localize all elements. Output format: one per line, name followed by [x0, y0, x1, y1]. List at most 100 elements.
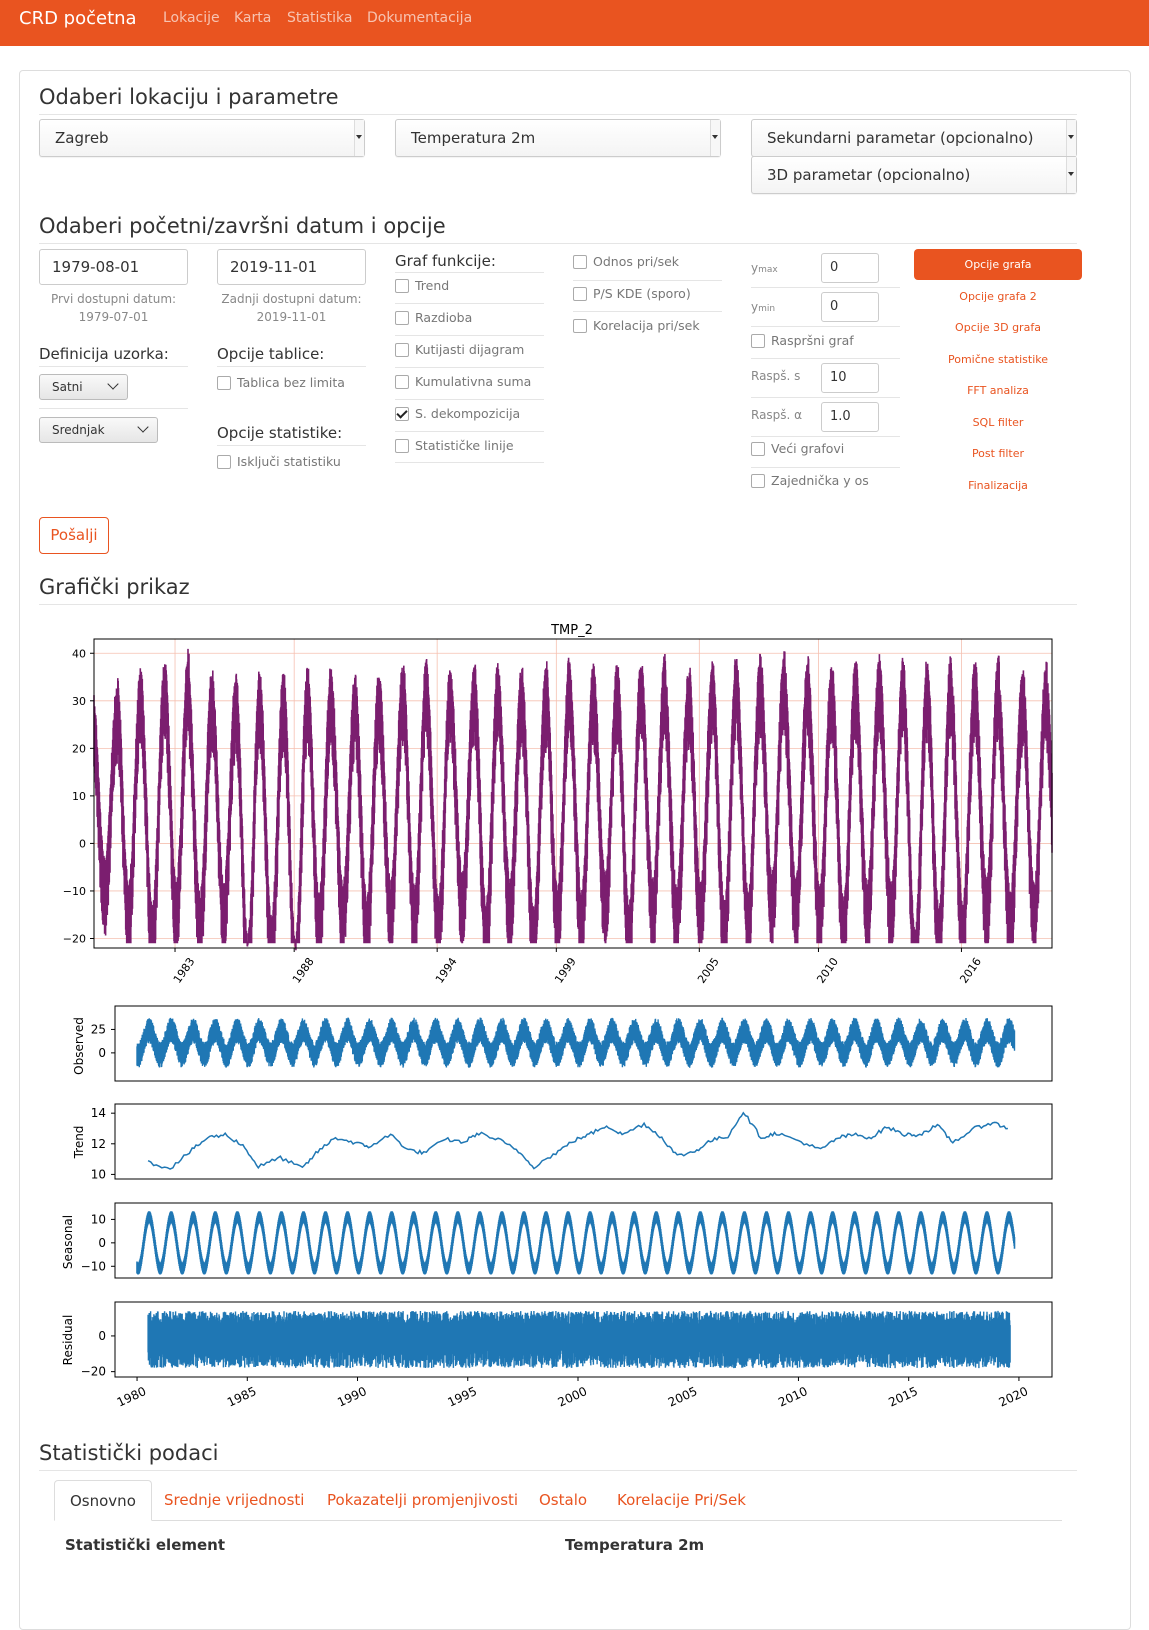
checkbox-box[interactable] — [395, 439, 409, 453]
divider — [751, 436, 900, 437]
nav-link-lokacije[interactable]: Lokacije — [163, 10, 220, 26]
divider — [217, 366, 366, 367]
main-chart-frame — [93, 638, 1053, 949]
x-tick-label: 2020 — [997, 1384, 1031, 1410]
navbar-brand[interactable]: CRD početna — [19, 8, 137, 29]
checkbox-box[interactable] — [751, 474, 765, 488]
divider — [751, 397, 900, 398]
checkbox-box[interactable] — [395, 279, 409, 293]
y-tick-label: 12 — [91, 1137, 106, 1151]
checkbox-box[interactable] — [573, 255, 587, 269]
divider — [39, 114, 1077, 115]
divider — [395, 399, 544, 400]
date-section-title: Odaberi početni/završni datum i opcije — [39, 214, 446, 238]
first-available-label: Prvi dostupni datum: — [50, 292, 177, 306]
y-tick-label: −20 — [63, 932, 86, 945]
ymax-input[interactable]: 0 — [821, 253, 879, 283]
trend-series-line — [147, 1111, 1008, 1170]
y-tick-label: 25 — [91, 1022, 106, 1036]
primary-param-select[interactable]: Temperatura 2m — [395, 119, 721, 157]
checkbox-label: Statističke linije — [415, 438, 514, 453]
checkbox-label: Zajednička y os — [771, 473, 869, 488]
ymin-input[interactable]: 0 — [821, 292, 879, 322]
fft-analysis-link[interactable]: FFT analiza — [967, 384, 1029, 397]
secondary-param-select[interactable]: Sekundarni parametar (opcionalno) — [751, 119, 1077, 157]
checkbox-label: Korelacija pri/sek — [593, 318, 700, 333]
nav-link-karta[interactable]: Karta — [234, 10, 272, 26]
x-tick-label: 2016 — [957, 955, 984, 985]
start-date-input[interactable]: 1979-08-01 — [39, 249, 188, 285]
primary-param-value: Temperatura 2m — [411, 129, 536, 147]
scatter-s-input[interactable]: 10 — [821, 363, 879, 393]
first-available-value: 1979-07-01 — [78, 310, 149, 324]
checkbox-box[interactable] — [751, 334, 765, 348]
checkbox-label: P/S KDE (sporo) — [593, 286, 691, 301]
sample-agg-dropdown[interactable]: Srednjak — [39, 417, 158, 443]
x-tick-label: 1985 — [225, 1384, 259, 1410]
tab-osnovno[interactable]: Osnovno — [54, 1480, 152, 1521]
divider — [395, 335, 544, 336]
checkbox-box[interactable] — [395, 407, 409, 421]
y-tick-label: 0 — [98, 1329, 106, 1343]
divider — [39, 366, 188, 367]
sample-def-label: Definicija uzorka: — [39, 345, 169, 363]
divider — [573, 280, 722, 281]
checkbox-box[interactable] — [395, 311, 409, 325]
checkbox-box[interactable] — [751, 442, 765, 456]
end-date-input[interactable]: 2019-11-01 — [217, 249, 366, 285]
residual-ylabel: Residual — [61, 1315, 75, 1366]
residual-panel-frame — [114, 1301, 1053, 1378]
graph-options-2-link[interactable]: Opcije grafa 2 — [959, 290, 1037, 303]
last-available-value: 2019-11-01 — [256, 310, 327, 324]
tab-srednje-vrijednosti[interactable]: Srednje vrijednosti — [164, 1491, 305, 1509]
caret-down-icon — [1068, 135, 1074, 139]
ymin-label-text: y — [751, 300, 759, 314]
graph-section-title: Grafički prikaz — [39, 575, 190, 599]
tab-korelacije[interactable]: Korelacije Pri/Sek — [617, 1491, 746, 1509]
ymin-label-sub: min — [758, 304, 776, 314]
checkbox-box[interactable] — [395, 343, 409, 357]
sql-filter-link[interactable]: SQL filter — [972, 416, 1024, 429]
param-3d-select[interactable]: 3D parametar (opcionalno) — [751, 156, 1077, 194]
nav-link-statistika[interactable]: Statistika — [287, 10, 353, 26]
nav-link-dokumentacija[interactable]: Dokumentacija — [367, 10, 473, 26]
divider — [395, 303, 544, 304]
submit-button[interactable]: Pošalji — [39, 517, 109, 554]
checkbox-box[interactable] — [573, 287, 587, 301]
seasonal-panel-frame — [114, 1202, 1053, 1279]
tab-pokazatelji-promjenjivosti[interactable]: Pokazatelji promjenjivosti — [327, 1491, 519, 1509]
scatter-a-input[interactable]: 1.0 — [821, 402, 879, 432]
checkbox-label: Veći grafovi — [771, 441, 845, 456]
ymax-label: ymax — [751, 261, 778, 275]
x-tick-label: 2010 — [776, 1384, 810, 1410]
stats-tabs: Osnovno Srednje vrijednosti Pokazatelji … — [54, 1480, 1062, 1521]
tab-ostalo[interactable]: Ostalo — [539, 1491, 588, 1509]
rolling-stats-link[interactable]: Pomične statistike — [947, 353, 1049, 366]
checkbox-box[interactable] — [395, 375, 409, 389]
y-tick-label: 20 — [72, 742, 86, 755]
select-arrow — [354, 120, 364, 156]
divider — [751, 326, 900, 327]
stats-section-title: Statistički podaci — [39, 1441, 219, 1465]
checkbox-label: Raspršni graf — [771, 333, 854, 348]
checkbox-box[interactable] — [217, 376, 231, 390]
checkbox-box[interactable] — [217, 455, 231, 469]
y-tick-label: 0 — [98, 1236, 106, 1250]
checkbox-box[interactable] — [573, 319, 587, 333]
post-filter-link[interactable]: Post filter — [971, 447, 1025, 460]
x-tick-label: 2005 — [666, 1384, 700, 1410]
select-arrow — [1066, 157, 1076, 193]
sample-freq-dropdown[interactable]: Satni — [39, 374, 128, 400]
sample-freq-value: Satni — [52, 380, 83, 394]
divider — [39, 604, 1077, 605]
trend-panel-frame — [114, 1103, 1053, 1180]
finalization-link[interactable]: Finalizacija — [968, 479, 1028, 492]
graph-options-button[interactable]: Opcije grafa — [914, 249, 1082, 280]
location-select[interactable]: Zagreb — [39, 119, 365, 157]
graph-options-3d-link[interactable]: Opcije 3D grafa — [955, 321, 1041, 334]
y-tick-label: 40 — [72, 647, 86, 660]
location-select-value: Zagreb — [55, 129, 109, 147]
x-tick-label: 1994 — [433, 955, 460, 985]
divider — [39, 243, 1077, 244]
